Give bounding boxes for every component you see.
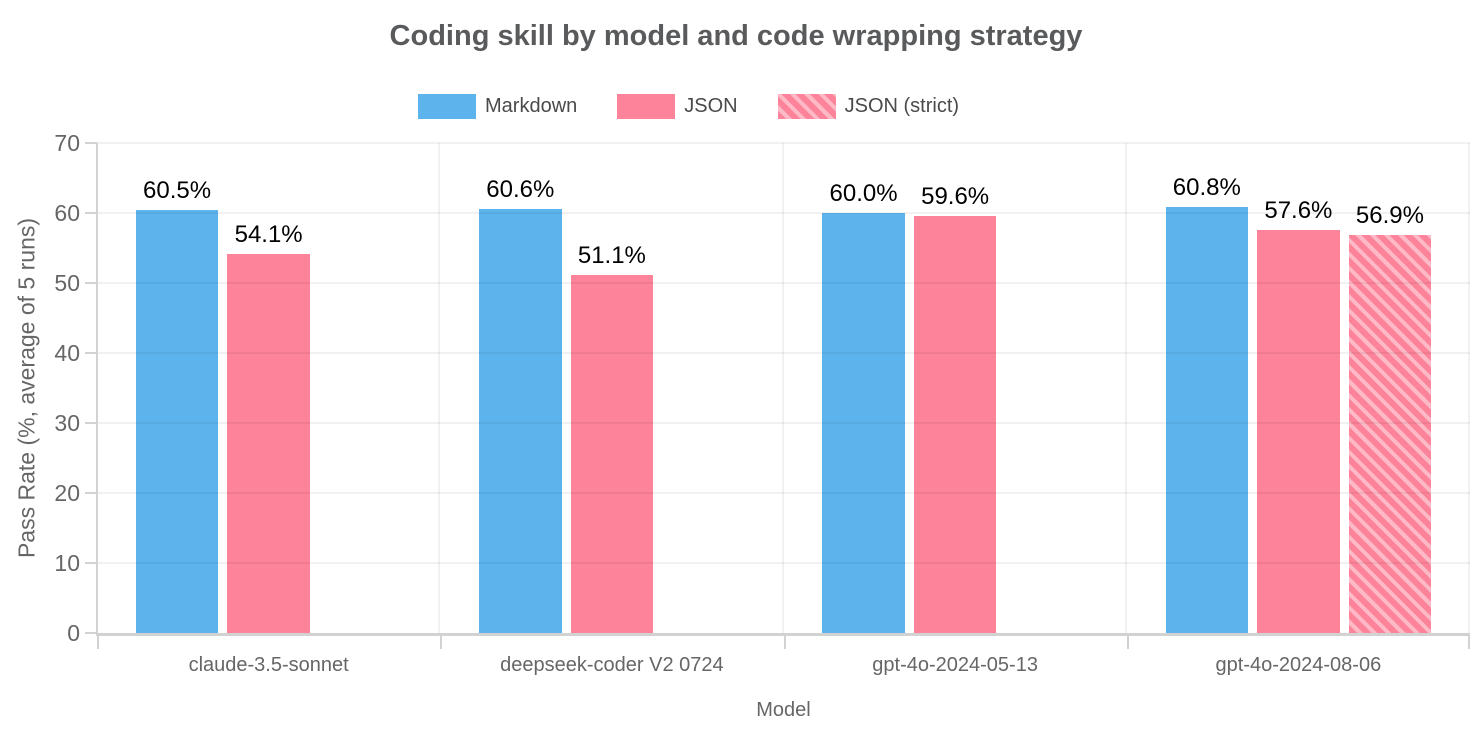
- bar-json: [227, 254, 310, 633]
- x-tick-mark: [1126, 635, 1129, 649]
- gridline: [438, 143, 441, 633]
- x-tick-mark: [97, 635, 99, 649]
- x-category-label: deepseek-coder V2 0724: [500, 654, 724, 676]
- y-tick-label: 0: [67, 620, 80, 646]
- legend-label: JSON (strict): [844, 95, 960, 117]
- y-axis-title: Pass Rate (%, average of 5 runs): [13, 217, 40, 559]
- bar-value-label: 51.1%: [577, 242, 646, 270]
- bar-value-label: 60.0%: [829, 180, 898, 207]
- bar-json-strict: [1348, 234, 1432, 633]
- bar-markdown: [1165, 207, 1249, 633]
- y-tick-label: 40: [54, 340, 80, 366]
- y-tick-label: 70: [54, 130, 80, 156]
- legend-item[interactable]: Markdown: [418, 94, 577, 119]
- bar-markdown: [822, 213, 905, 633]
- y-tick-label: 30: [54, 410, 80, 436]
- x-tick-mark: [1468, 635, 1470, 649]
- legend-swatch-icon: [617, 94, 676, 119]
- bar-markdown: [479, 208, 562, 633]
- bar-value-label: 57.6%: [1264, 196, 1333, 224]
- legend-label: JSON: [684, 95, 738, 117]
- bar-value-label: 59.6%: [921, 182, 990, 210]
- y-tick-label: 50: [54, 270, 80, 296]
- bar-json: [570, 275, 654, 633]
- y-tick-label: 20: [54, 480, 80, 506]
- y-tick-label: 10: [54, 550, 80, 576]
- y-tick-mark: [85, 352, 97, 354]
- bar-markdown: [135, 209, 219, 633]
- y-tick-mark: [85, 282, 97, 284]
- gridline: [97, 282, 1470, 284]
- x-axis-title: Model: [756, 699, 811, 721]
- bar-json: [913, 215, 997, 633]
- gridline: [97, 562, 1470, 564]
- gridline: [97, 492, 1470, 494]
- legend-item[interactable]: JSON (strict): [777, 94, 960, 119]
- x-category-label: gpt-4o-2024-08-06: [1215, 654, 1382, 676]
- bar-value-label: 56.9%: [1355, 201, 1424, 229]
- x-tick-mark: [440, 635, 443, 649]
- y-tick-mark: [85, 562, 97, 564]
- y-tick-mark: [85, 212, 97, 214]
- gridline: [1468, 143, 1470, 633]
- chart-title: Coding skill by model and code wrapping …: [389, 20, 1083, 52]
- legend-item[interactable]: JSON: [617, 94, 738, 119]
- y-tick-mark: [85, 492, 97, 494]
- x-tick-mark: [783, 635, 786, 649]
- x-category-label: gpt-4o-2024-05-13: [872, 654, 1038, 676]
- gridline: [97, 142, 1470, 144]
- y-tick-mark: [85, 422, 97, 424]
- bar-value-label: 60.5%: [143, 176, 212, 204]
- legend-swatch-icon: [418, 94, 476, 119]
- y-tick-mark: [85, 142, 97, 144]
- bar-value-label: 60.6%: [486, 175, 555, 203]
- gridline: [781, 143, 784, 633]
- y-axis-line: [96, 143, 98, 633]
- y-tick-mark: [85, 632, 97, 634]
- bar-value-label: 60.8%: [1172, 174, 1241, 202]
- gridline: [97, 352, 1470, 354]
- legend-label: Markdown: [485, 95, 578, 117]
- x-axis-line: [96, 633, 1470, 636]
- legend-swatch-icon: [777, 94, 836, 119]
- bar-value-label: 54.1%: [234, 221, 303, 249]
- bar-json: [1257, 229, 1340, 633]
- gridline: [97, 212, 1470, 214]
- gridline: [1124, 143, 1127, 633]
- gridline: [97, 422, 1470, 424]
- y-tick-label: 60: [54, 200, 80, 226]
- x-category-label: claude-3.5-sonnet: [188, 654, 349, 676]
- chart-legend: Markdown JSON JSON (strict): [418, 94, 959, 119]
